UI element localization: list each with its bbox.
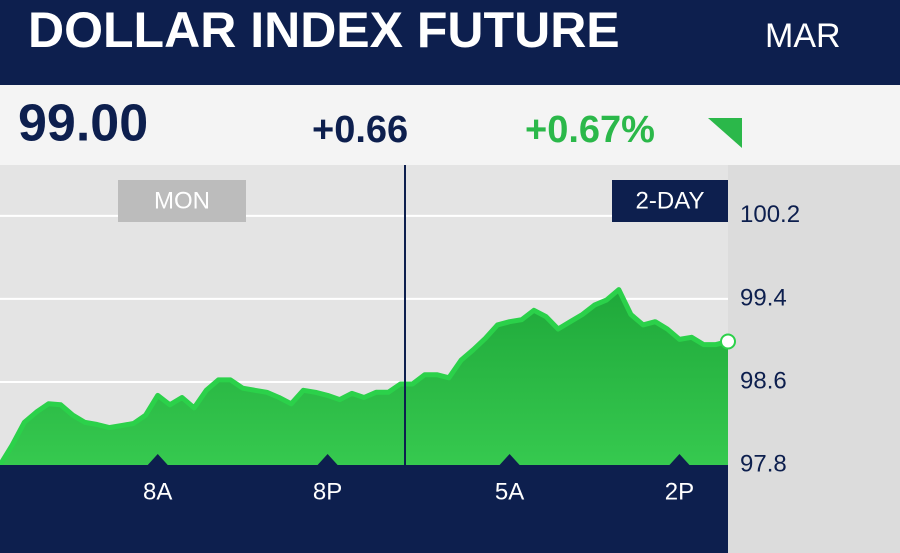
x-tick-mark — [669, 454, 690, 465]
quote-bar — [0, 85, 900, 165]
header-bar — [0, 0, 900, 85]
x-tick-label: 5A — [495, 478, 524, 505]
x-tick-mark — [317, 454, 338, 465]
x-axis-band — [0, 465, 728, 553]
x-tick-label: 2P — [665, 478, 694, 505]
line — [0, 287, 729, 467]
x-tick-mark — [147, 454, 168, 465]
chart-title: DOLLAR INDEX FUTURE — [28, 2, 620, 58]
pct-change: +0.67% — [525, 109, 655, 151]
x-tick-label: 8A — [143, 478, 172, 505]
last-point — [720, 333, 736, 350]
period-label: 2-DAY — [636, 187, 705, 214]
net-change: +0.66 — [312, 109, 408, 151]
period-label: MON — [154, 187, 210, 214]
chart-subtitle: MAR — [765, 17, 841, 55]
period-box — [612, 180, 728, 222]
y-tick-label: 98.6 — [740, 367, 787, 394]
period-box — [118, 180, 246, 222]
last-price: 99.00 — [18, 95, 148, 153]
y-tick-label: 99.4 — [740, 284, 787, 311]
x-tick-label: 8P — [313, 478, 342, 505]
y-tick-label: 97.8 — [740, 450, 787, 477]
area-fill — [0, 289, 728, 465]
up-arrow-icon — [708, 118, 742, 148]
x-tick-mark — [499, 454, 520, 465]
y-tick-label: 100.2 — [740, 201, 800, 228]
